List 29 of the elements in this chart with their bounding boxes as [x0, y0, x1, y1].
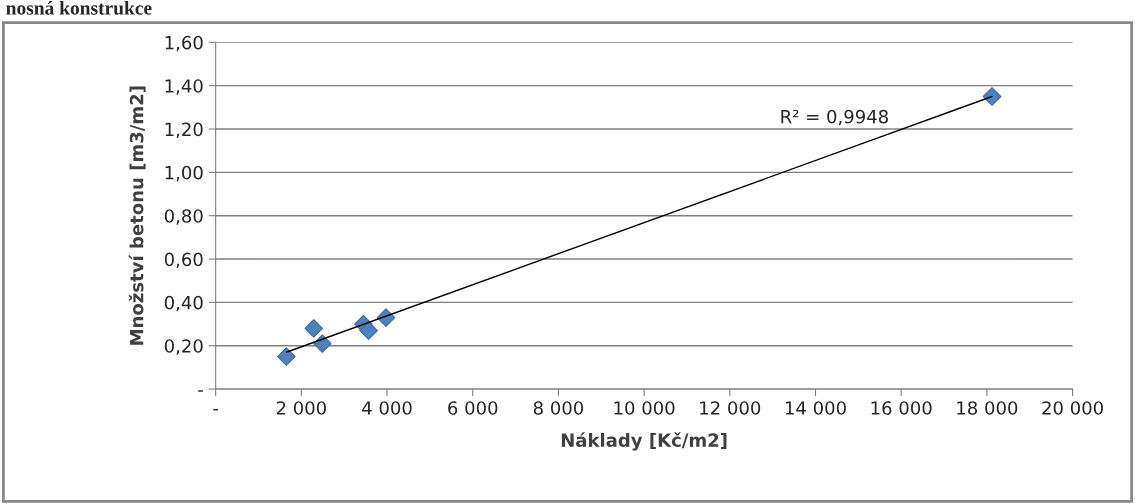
point — [359, 321, 378, 340]
y-tick-label: 1,40 — [165, 79, 203, 95]
x-tick-label: 8 000 — [533, 401, 584, 415]
y-tick-label: 1,60 — [165, 35, 203, 52]
y-tick-label: 1,20 — [165, 122, 203, 138]
chart-title: nosná konstrukce — [6, 0, 152, 15]
x-tick-label: 12 000 — [700, 401, 761, 415]
x-axis-title: Náklady [Kč/m2] — [561, 432, 727, 451]
y-tick-label: - — [198, 390, 203, 392]
point — [982, 87, 1002, 106]
y-tick-label: 1,00 — [165, 165, 203, 182]
annotation: R² = 0,9948 — [781, 109, 888, 126]
y-tick-label: 0,80 — [164, 209, 203, 225]
point — [277, 347, 296, 366]
x-tick-label: 18 000 — [957, 401, 1018, 415]
x-tick-label: 20 000 — [1042, 401, 1103, 415]
y-tick-label: 0,40 — [164, 295, 203, 312]
point — [312, 334, 332, 353]
x-tick-label: 14 000 — [785, 401, 846, 415]
point — [304, 319, 324, 338]
x-tick-label: - — [213, 408, 219, 411]
y-tick-label: 0,60 — [164, 252, 203, 269]
x-tick-label: 2 000 — [276, 401, 326, 415]
x-tick-label: 6 000 — [448, 401, 498, 415]
x-tick-label: 16 000 — [871, 401, 932, 415]
y-axis-title: Množství betonu [m3/m2] — [128, 86, 146, 345]
x-tick-label: 10 000 — [614, 401, 675, 415]
y-tick-label: 0,20 — [164, 339, 203, 355]
x-tick-label: 4 000 — [362, 401, 412, 415]
